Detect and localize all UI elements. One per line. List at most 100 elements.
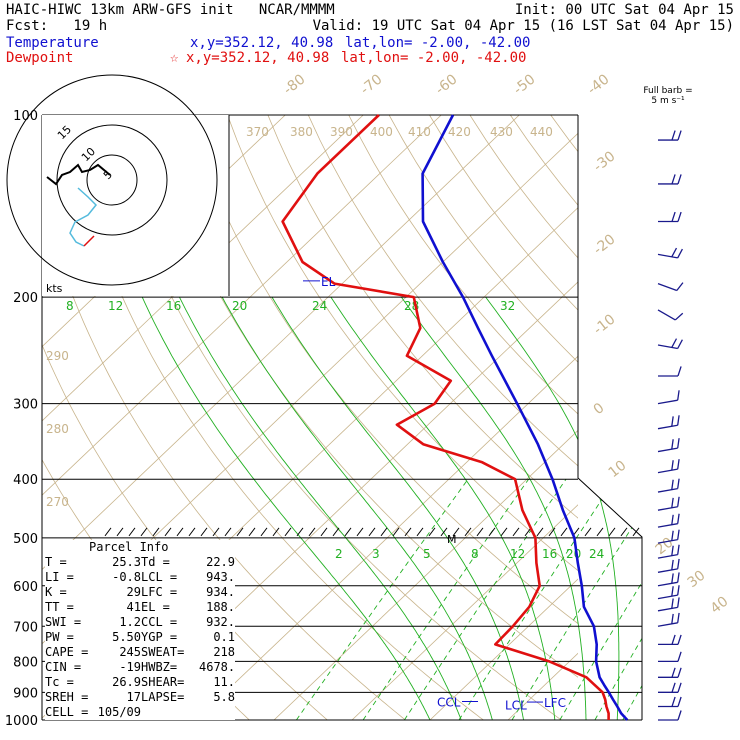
freezing-level-tick [584, 527, 592, 537]
wind-barb-flag [677, 174, 682, 185]
theta-label: 400 [370, 125, 393, 139]
parcel-cell: Tc = [45, 675, 74, 689]
wind-barb-shaft [657, 538, 678, 544]
hodograph-upper-trace [46, 163, 111, 186]
parcel-cell: CIN = [45, 660, 82, 674]
wind-barb-flag [671, 667, 676, 678]
parcel-cell: 105/09 [97, 705, 141, 719]
moist-adiabat [582, 296, 642, 720]
wind-barb-flag [677, 696, 682, 707]
parcel-cell: 5.8 [213, 690, 235, 704]
freezing-level-tick [392, 527, 400, 537]
theta-label: 420 [448, 125, 471, 139]
wind-barb-flag [671, 514, 674, 525]
wind-barb-flag [671, 598, 674, 609]
parcel-cell: TT = [45, 600, 74, 614]
wind-barb-flag [677, 710, 682, 721]
legend-temperature-xy: x,y=352.12, 40.98 [190, 35, 334, 51]
moist-adiabat-label: 24 [312, 299, 327, 313]
pressure-tick-label: 700 [13, 620, 38, 635]
wind-barb-flag [671, 586, 674, 597]
freezing-level-tick [512, 527, 520, 537]
wind-barb-flag [677, 558, 680, 569]
wind-barb-shaft [657, 468, 678, 474]
isotherm [42, 115, 442, 496]
wind-barb-flag [677, 544, 680, 555]
freezing-level-tick [500, 527, 508, 537]
freezing-level-tick [368, 527, 376, 537]
mixing-ratio-label: 5 [423, 547, 431, 561]
dry-adiabat [42, 198, 406, 720]
wind-barb-shaft [657, 399, 678, 405]
hodograph-ring [56, 124, 168, 236]
wind-barb-shaft [657, 447, 678, 453]
parcel-row: SREH = 17 LAPSE= 5.8 [45, 690, 235, 705]
freezing-level-tick [632, 527, 640, 537]
legend-temperature-latlon: lat,lon= -2.00, -42.00 [345, 35, 531, 51]
wind-barb-flag [677, 513, 680, 524]
dry-adiabat [105, 115, 562, 720]
freezing-level-tick [464, 527, 472, 537]
freezing-level-tick [188, 527, 196, 537]
dry-adiabat [186, 115, 578, 625]
isotherm [586, 115, 740, 720]
isotherm-label: -70 [358, 71, 386, 98]
moist-adiabat [485, 296, 620, 720]
mixing-ratio-label: 12 [510, 547, 525, 561]
freezing-level-tick [176, 527, 184, 537]
parcel-row: TT = 41 EL = 188. [45, 600, 235, 615]
wind-barb-shaft [657, 506, 678, 511]
moist-adiabat-label: 8 [66, 299, 74, 313]
wind-barb-shaft [657, 487, 678, 493]
wind-barb-flag [671, 247, 678, 258]
header-valid: Valid: 19 UTC Sat 04 Apr 15 (16 LST Sat … [312, 18, 734, 34]
dry-adiabat [429, 115, 578, 311]
wind-barb-flag [671, 174, 676, 185]
parcel-row: K = 29 LFC = 934. [45, 585, 235, 600]
mixing-ratio-line [511, 478, 642, 720]
wind-barb-flag [674, 312, 684, 321]
freezing-level-tick [164, 527, 172, 537]
pressure-tick-label: 600 [13, 580, 38, 595]
wind-barb-flag [677, 572, 680, 583]
freezing-level-tick [200, 527, 208, 537]
mixing-ratio-label: 16 [542, 547, 557, 561]
freezing-level-tick [476, 527, 484, 537]
right-axis [577, 115, 643, 720]
pressure-tick-label: 900 [13, 686, 38, 701]
dry-adiabat [227, 115, 578, 572]
hodograph-low-trace [83, 235, 95, 247]
theta-label: 280 [46, 422, 69, 436]
wind-barb-flag [677, 211, 682, 222]
wind-barb-flag [677, 634, 682, 645]
isotherm [195, 355, 578, 720]
wind-barb-shaft [657, 568, 678, 573]
parcel-cell: -0.8 [112, 570, 141, 584]
wind-barb-flag [677, 612, 680, 623]
wind-barb-flag [671, 416, 674, 427]
pressure-tick-label: 800 [13, 655, 38, 670]
wind-barb-shaft [657, 622, 678, 627]
theta-label: 390 [330, 125, 353, 139]
freezing-level-tick [128, 527, 136, 537]
freezing-level-tick [248, 527, 256, 537]
parcel-info-panel: Parcel Info T = 25.3 Td = 22.9 LI = -0.8 LCL =… [45, 540, 235, 720]
wind-barb-shaft [657, 606, 678, 612]
wind-barb-flag [677, 438, 680, 449]
freezing-level-tick [560, 527, 568, 537]
parcel-row: T = 25.3 Td = 22.9 [45, 555, 235, 570]
wind-barb-flag [677, 667, 682, 678]
lfc-label: LFC [544, 696, 566, 710]
dry-adiabat [307, 115, 578, 467]
wind-barb-flag [671, 130, 676, 141]
wind-barb-shaft [657, 594, 678, 600]
dry-adiabat [591, 115, 740, 720]
wind-barb-flag [671, 479, 674, 490]
wind-barb-flag [676, 282, 684, 291]
wind-barb-shaft [657, 309, 676, 321]
parcel-cell: 26.9 [112, 675, 141, 689]
moist-adiabat [271, 296, 525, 720]
wind-barb-flag [677, 390, 680, 401]
freezing-level-tick [272, 527, 280, 537]
